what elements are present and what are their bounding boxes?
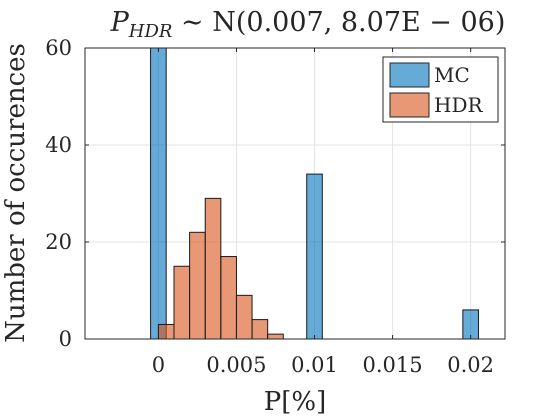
y-axis-title: Number of occurences [1,43,31,343]
legend-swatch-mc [389,62,430,88]
hdr-bar-3 [204,197,222,340]
x-tick-label: 0 [152,353,165,377]
mc-bar-0 [150,47,167,340]
title-variable: P [110,7,130,38]
legend-swatch-hdr [389,92,430,118]
hdr-bar-4 [220,256,237,340]
x-tick-label: 0.005 [206,353,266,377]
y-tick-label: 20 [45,230,72,254]
x-tick-label: 0.01 [291,353,338,377]
axis-ticks [85,47,505,340]
x-tick-label: 0.02 [447,353,494,377]
x-axis-title: P[%] [264,387,327,417]
y-tick-label: 0 [59,327,72,351]
hdr-bar-1 [173,265,191,340]
chart-title: PHDR ∼ N(0.007, 8.07E − 06) [110,7,506,42]
mc-bar-2 [462,309,479,340]
y-tick-label: 40 [45,133,72,157]
x-tick-label: 0.015 [363,353,423,377]
legend-label-mc: MC [434,63,470,87]
hdr-bar-5 [235,294,253,340]
title-subscript: HDR [128,21,173,42]
y-tick-labels: 0 20 40 60 [45,36,72,351]
legend-label-hdr: HDR [434,93,483,117]
hdr-bar-7 [267,333,284,340]
title-distribution: ∼ N(0.007, 8.07E − 06) [172,7,505,38]
hdr-bar-2 [189,231,206,340]
series-mc-bars [150,47,479,340]
hdr-bar-0 [157,323,175,340]
y-tick-label: 60 [45,36,72,60]
axes-box [84,47,506,340]
x-tick-labels: 0 0.005 0.01 0.015 0.02 [152,353,494,377]
legend: MC HDR [382,56,499,123]
mc-bar-1 [306,173,323,340]
hdr-bar-6 [251,319,269,340]
